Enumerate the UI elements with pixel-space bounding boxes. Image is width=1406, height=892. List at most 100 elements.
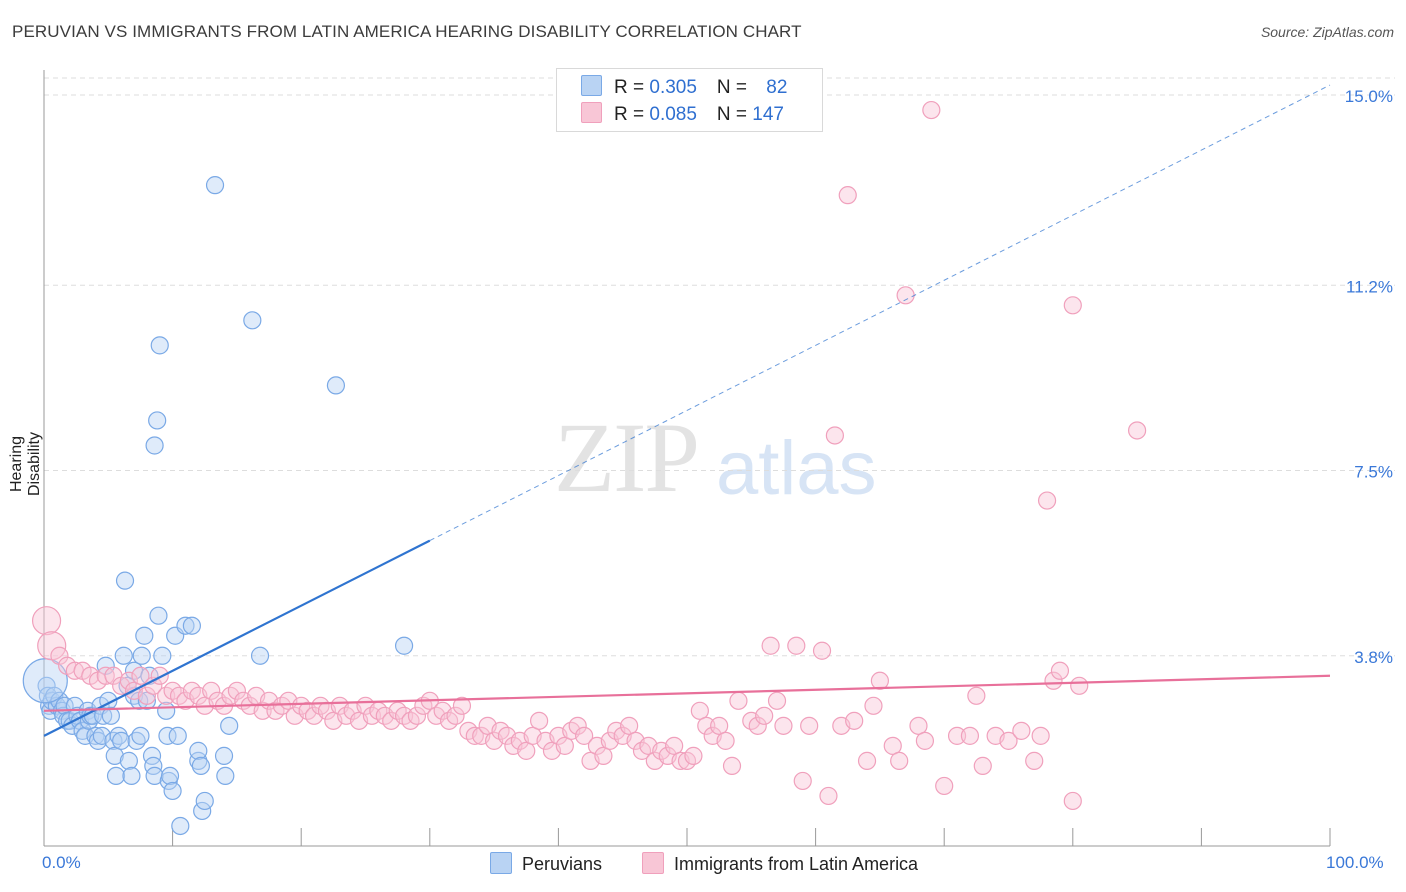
point-peruvians bbox=[250, 646, 270, 665]
point-peruvians bbox=[326, 376, 346, 395]
point-immigrants bbox=[960, 726, 980, 745]
point-immigrants bbox=[716, 731, 735, 750]
point-peruvians bbox=[145, 766, 164, 786]
legend-n-value: 147 bbox=[752, 104, 784, 125]
legend-n-label: N = bbox=[716, 77, 753, 98]
point-immigrants bbox=[575, 726, 594, 745]
y-tick-label: 15.0% bbox=[1345, 87, 1393, 106]
point-immigrants bbox=[1070, 676, 1089, 695]
point-peruvians bbox=[105, 746, 124, 765]
point-immigrants bbox=[922, 100, 941, 120]
bottom-legend-peruvians: Peruvians bbox=[490, 852, 602, 875]
point-peruvians bbox=[119, 751, 138, 770]
point-immigrants bbox=[1012, 721, 1031, 740]
bottom-legend-swatch-pink bbox=[642, 852, 664, 874]
point-peruvians bbox=[220, 716, 239, 735]
point-peruvians bbox=[112, 731, 131, 750]
bottom-legend-immigrants: Immigrants from Latin America bbox=[642, 852, 918, 875]
legend-r-value: 0.085 bbox=[649, 104, 697, 125]
point-immigrants bbox=[690, 701, 709, 720]
point-immigrants bbox=[845, 711, 864, 730]
legend-swatch-pink bbox=[581, 102, 602, 123]
point-peruvians bbox=[168, 726, 187, 745]
point-immigrants bbox=[896, 286, 915, 305]
point-peruvians bbox=[149, 606, 168, 625]
point-immigrants bbox=[119, 671, 138, 690]
point-peruvians bbox=[214, 746, 234, 765]
source-label: Source: ZipAtlas.com bbox=[1260, 24, 1394, 40]
point-immigrants bbox=[1031, 726, 1050, 745]
x-tick-label-max: 100.0% bbox=[1326, 853, 1384, 872]
point-immigrants bbox=[1063, 296, 1082, 315]
point-immigrants bbox=[31, 606, 62, 636]
point-immigrants bbox=[407, 706, 427, 725]
trendline-immigrants bbox=[43, 674, 1331, 712]
chart-title: PERUVIAN VS IMMIGRANTS FROM LATIN AMERIC… bbox=[12, 22, 802, 41]
point-peruvians bbox=[176, 616, 195, 635]
legend-n-label: N = bbox=[716, 104, 753, 125]
legend-r-label: R = bbox=[614, 77, 650, 98]
point-immigrants bbox=[684, 746, 703, 765]
point-immigrants bbox=[697, 716, 716, 735]
bottom-legend-label: Immigrants from Latin America bbox=[674, 854, 919, 874]
point-peruvians bbox=[205, 176, 225, 195]
point-immigrants bbox=[947, 726, 967, 745]
point-immigrants bbox=[530, 711, 549, 730]
point-immigrants bbox=[748, 716, 767, 735]
x-tick-label-min: 0.0% bbox=[42, 853, 81, 872]
point-immigrants bbox=[465, 726, 484, 745]
point-immigrants bbox=[517, 741, 536, 760]
point-peruvians bbox=[122, 766, 141, 786]
point-immigrants bbox=[446, 706, 465, 725]
point-immigrants bbox=[838, 186, 857, 205]
point-immigrants bbox=[793, 771, 812, 791]
point-peruvians bbox=[150, 336, 169, 355]
point-immigrants bbox=[722, 756, 742, 775]
point-peruvians bbox=[131, 726, 150, 745]
point-immigrants bbox=[761, 636, 780, 655]
bottom-legend-swatch-blue bbox=[490, 852, 512, 874]
point-immigrants bbox=[819, 786, 838, 806]
point-peruvians bbox=[148, 411, 167, 430]
point-peruvians bbox=[137, 691, 156, 710]
point-immigrants bbox=[1025, 751, 1044, 770]
point-immigrants bbox=[967, 686, 986, 705]
trendline-peruvians bbox=[43, 539, 431, 737]
point-immigrants bbox=[774, 716, 793, 735]
point-peruvians bbox=[189, 741, 208, 760]
legend-r-label: R = bbox=[614, 104, 650, 125]
point-peruvians bbox=[109, 726, 128, 745]
point-immigrants bbox=[253, 701, 272, 720]
trendline-peruvians-extension bbox=[429, 84, 1331, 542]
point-peruvians bbox=[216, 766, 235, 786]
point-peruvians bbox=[160, 766, 180, 786]
point-immigrants bbox=[665, 736, 684, 755]
point-immigrants bbox=[50, 646, 69, 665]
point-peruvians bbox=[158, 726, 177, 745]
point-immigrants bbox=[909, 716, 928, 735]
point-immigrants bbox=[1127, 421, 1147, 440]
point-immigrants bbox=[594, 746, 613, 765]
point-peruvians bbox=[189, 751, 208, 770]
point-immigrants bbox=[452, 696, 472, 715]
point-immigrants bbox=[1044, 671, 1063, 690]
point-peruvians bbox=[132, 646, 151, 665]
point-immigrants bbox=[767, 691, 787, 710]
point-immigrants bbox=[568, 716, 587, 735]
point-immigrants bbox=[890, 751, 909, 770]
bottom-legend-label: Peruvians bbox=[522, 854, 603, 874]
point-peruvians bbox=[106, 766, 126, 786]
point-immigrants bbox=[227, 681, 246, 700]
point-immigrants bbox=[1063, 791, 1082, 811]
point-peruvians bbox=[163, 781, 182, 801]
point-immigrants bbox=[870, 671, 890, 690]
legend-r-value: 0.305 bbox=[649, 77, 697, 98]
point-immigrants bbox=[800, 716, 819, 735]
point-immigrants bbox=[825, 426, 844, 445]
point-immigrants bbox=[1037, 491, 1057, 510]
y-axis-label: Hearing Disability bbox=[8, 432, 43, 497]
correlation-legend: R = 0.305 N = 82 R = 0.085 N = 147 bbox=[556, 68, 823, 132]
legend-row-peruvians: R = 0.305 N = 82 bbox=[581, 75, 787, 99]
point-peruvians bbox=[153, 646, 172, 665]
